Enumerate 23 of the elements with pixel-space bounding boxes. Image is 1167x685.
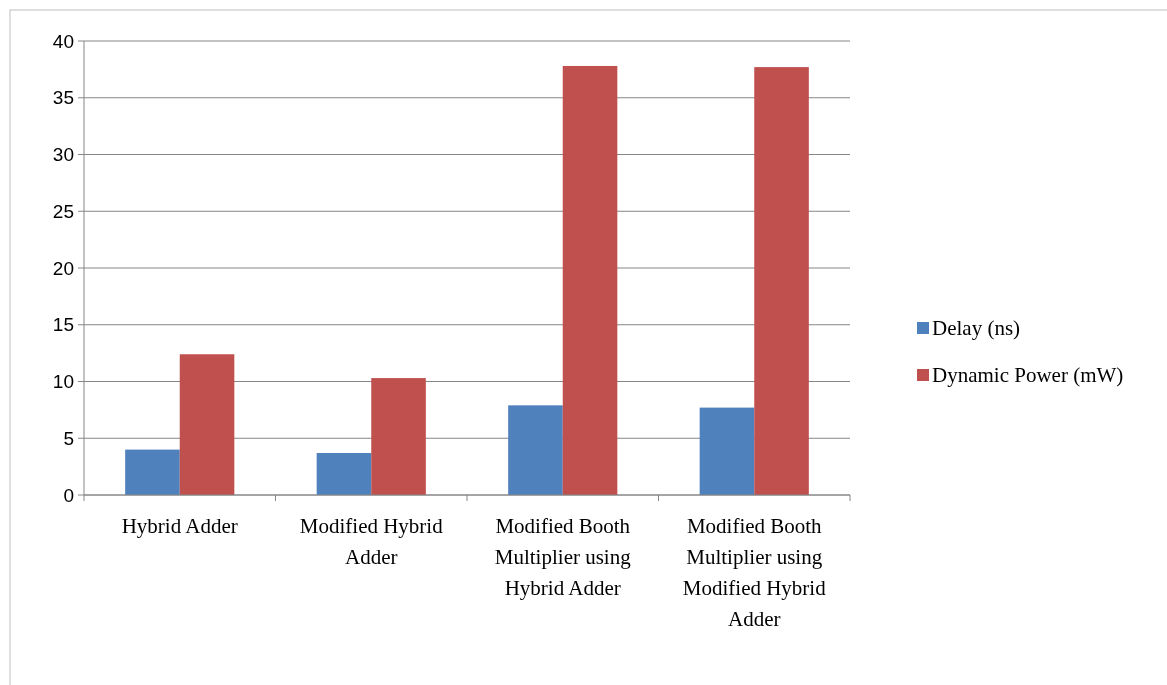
bar — [125, 449, 180, 495]
bar — [699, 407, 755, 495]
y-tick-label: 25 — [52, 200, 74, 222]
x-tick-label: Hybrid Adder — [121, 514, 238, 538]
x-tick-label: Modified Hybrid Adder — [299, 514, 444, 569]
y-tick-label: 20 — [52, 257, 74, 279]
x-tick-label: Modified Booth Multiplier using Modified Hybrid Adder — [682, 514, 827, 631]
bar — [316, 453, 372, 495]
y-tick-label: 10 — [52, 371, 74, 393]
y-tick-label: 5 — [63, 427, 74, 449]
y-tick-label: 40 — [52, 30, 74, 52]
bar — [371, 378, 426, 495]
y-tick-label: 15 — [52, 314, 74, 336]
bar — [562, 65, 618, 495]
bar — [508, 405, 563, 495]
bar — [179, 354, 235, 495]
x-tick-label: Modified Booth Multiplier using Hybrid Adder — [494, 514, 632, 600]
y-tick-label: 0 — [63, 484, 74, 506]
legend-label: Delay (ns) — [932, 316, 1021, 341]
y-tick-label: 35 — [52, 87, 74, 109]
bar — [754, 67, 809, 495]
legend-label: Dynamic Power (mW) — [932, 363, 1124, 388]
y-tick-label: 30 — [52, 144, 74, 166]
